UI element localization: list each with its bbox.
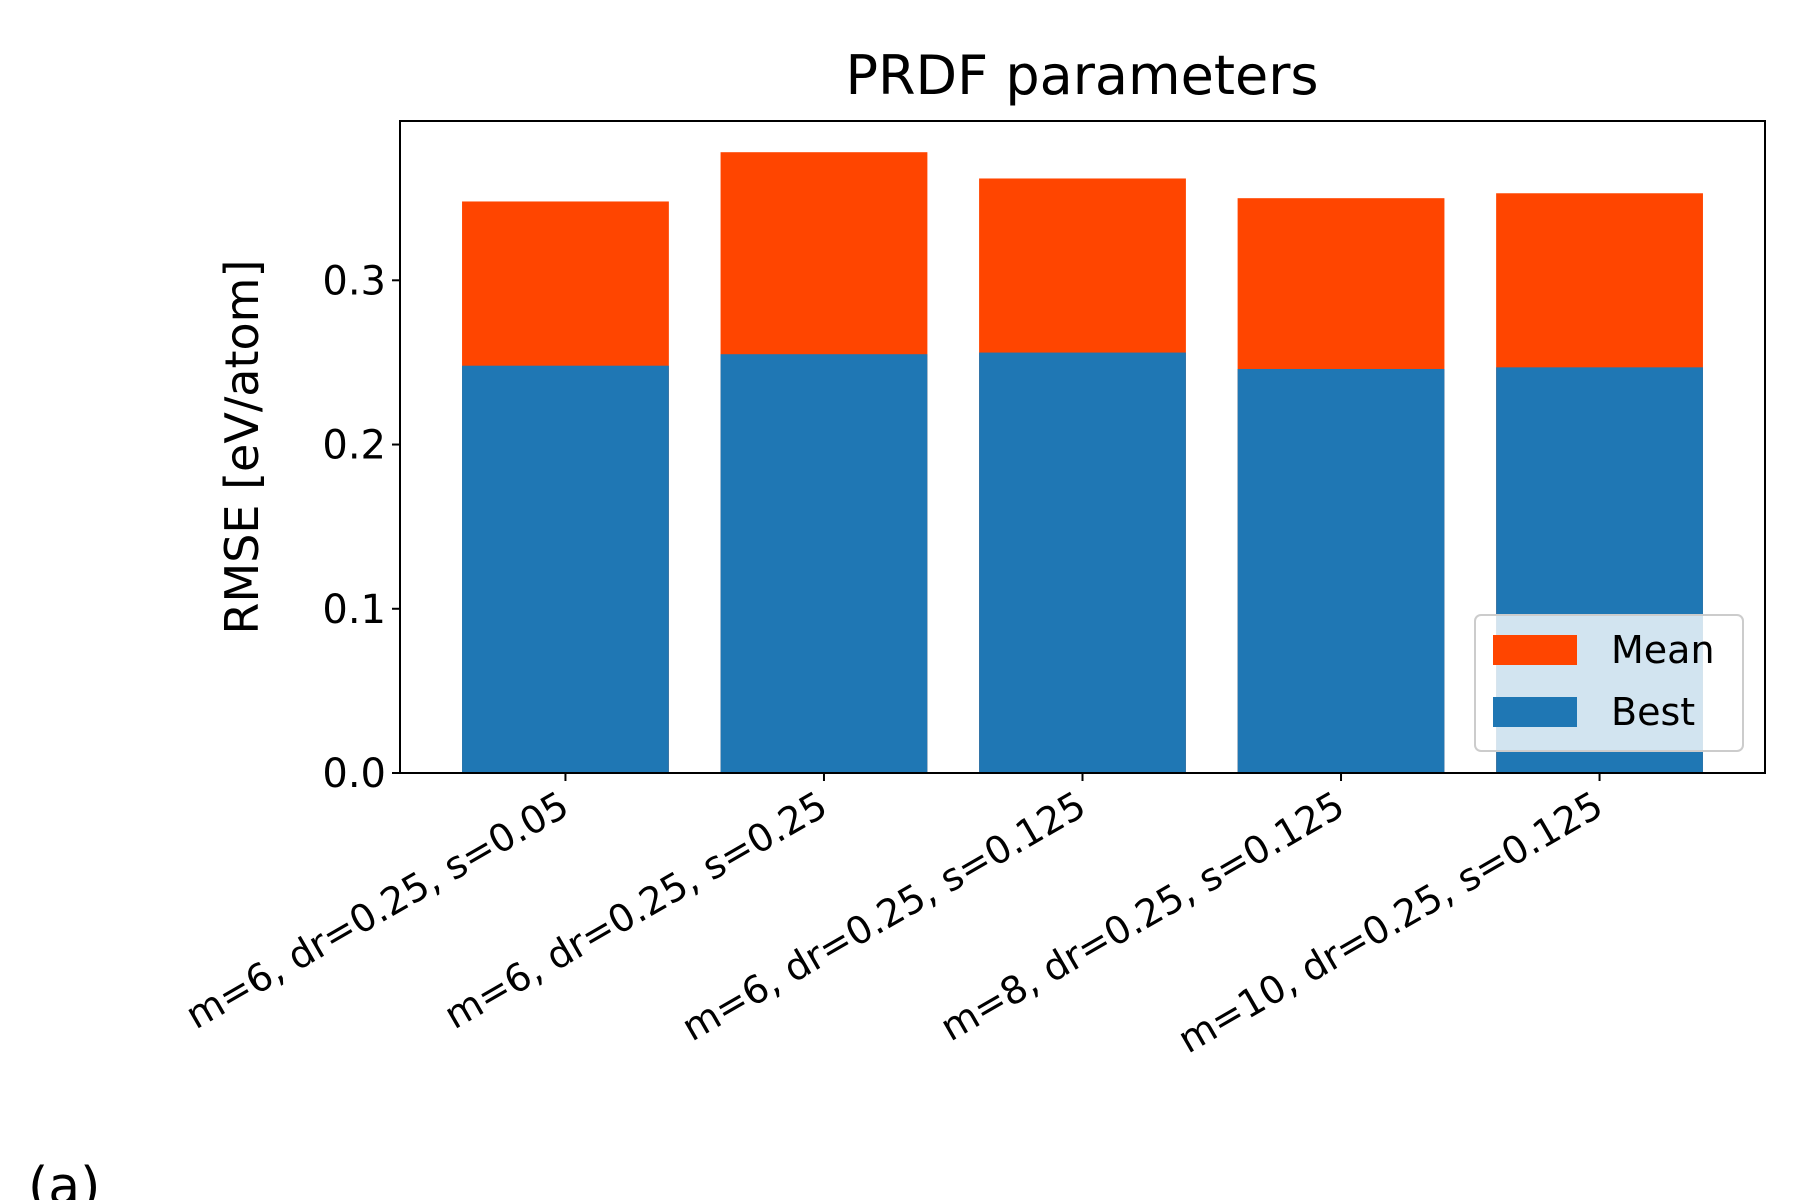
y-tick-label: 0.0 [322, 751, 386, 797]
bar [720, 354, 928, 773]
x-tick-label: m=8, dr=0.25, s=0.125 [933, 783, 1352, 1050]
y-tick-label: 0.3 [322, 258, 386, 304]
chart-title: PRDF parameters [845, 44, 1318, 107]
legend-label: Best [1611, 690, 1695, 734]
legend: Mean Best [1474, 614, 1744, 752]
legend-swatch [1493, 635, 1577, 665]
y-tick-label: 0.1 [322, 587, 386, 633]
bar [1237, 368, 1445, 773]
legend-swatch [1493, 697, 1577, 727]
bar [462, 365, 669, 773]
x-tick-label: m=10, dr=0.25, s=0.125 [1170, 783, 1610, 1062]
y-axis-label: RMSE [eV/atom] [215, 260, 269, 635]
legend-label: Mean [1611, 628, 1715, 672]
annotation: (a) [28, 1157, 100, 1200]
plot-frame [399, 120, 1766, 774]
x-tick-label: m=6, dr=0.25, s=0.125 [674, 783, 1093, 1050]
y-tick-label: 0.2 [322, 423, 386, 469]
bar [979, 352, 1186, 773]
